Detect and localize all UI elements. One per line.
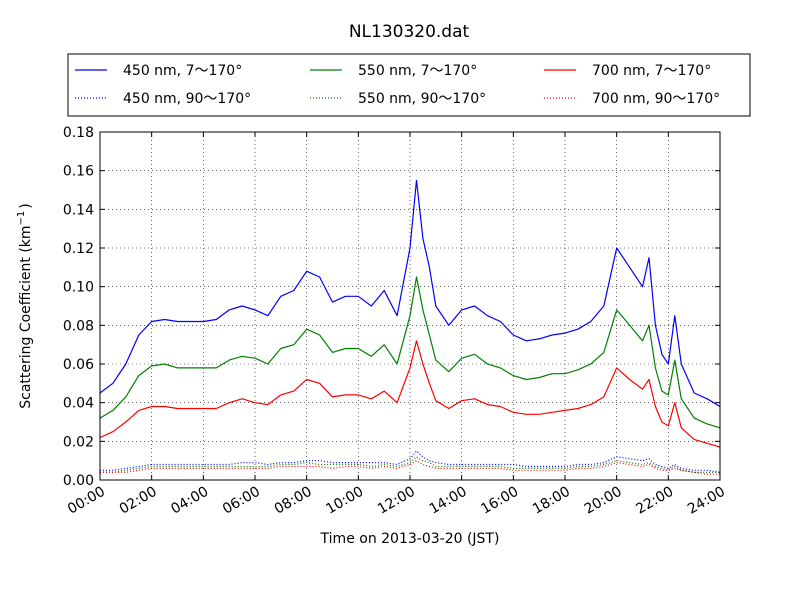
series-line-2 — [99, 340, 721, 448]
axis-ticks — [99, 131, 721, 481]
legend-label: 550 nm, 7～170° — [358, 63, 477, 79]
x-tick-label: 14:00 — [427, 484, 470, 518]
legend-label: 450 nm, 90～170° — [123, 91, 251, 107]
y-tick-label: 0.10 — [63, 280, 94, 296]
series-line-0 — [99, 179, 721, 408]
y-tick-label: 0.14 — [63, 202, 94, 218]
x-tick-label: 24:00 — [685, 484, 728, 518]
series-line-1 — [99, 276, 721, 429]
plot-area — [99, 131, 721, 481]
y-axis-tick-labels: 0.00 0.02 0.04 0.06 0.08 0.10 0.12 0.14 0.16 0.18 — [63, 125, 94, 489]
x-tick-label: 02:00 — [117, 484, 160, 518]
x-tick-label: 18:00 — [530, 484, 573, 518]
y-tick-label: 0.04 — [63, 396, 94, 412]
legend-label: 450 nm, 7～170° — [123, 63, 242, 79]
legend-label: 700 nm, 7～170° — [592, 63, 711, 79]
y-axis-title-close: ) — [18, 203, 34, 208]
y-axis-title: Scattering Coefficient (km−1) — [16, 203, 34, 409]
x-axis-title: Time on 2013-03-20 (JST) — [320, 531, 500, 547]
x-tick-label: 10:00 — [323, 484, 366, 518]
x-tick-label: 22:00 — [633, 484, 676, 518]
plot-background — [100, 132, 720, 480]
y-tick-label: 0.00 — [63, 473, 94, 489]
series-line-5 — [100, 460, 720, 475]
x-axis-tick-labels: 00:00 02:00 04:00 06:00 08:00 10:00 12:00 14:00… — [65, 484, 728, 518]
legend-box — [67, 53, 751, 117]
y-tick-label: 0.02 — [63, 434, 94, 450]
x-tick-label: 20:00 — [582, 484, 625, 518]
x-tick-label: 08:00 — [272, 484, 315, 518]
chart-title: NL130320.dat — [349, 22, 470, 42]
x-tick-label: 06:00 — [220, 484, 263, 518]
series-line-4 — [100, 456, 720, 473]
series-line-3 — [100, 450, 721, 473]
y-tick-label: 0.08 — [63, 318, 94, 334]
y-tick-label: 0.18 — [63, 125, 94, 141]
legend-label: 550 nm, 90～170° — [358, 91, 486, 107]
legend-label: 700 nm, 90～170° — [592, 91, 720, 107]
x-tick-label: 04:00 — [168, 484, 211, 518]
series-layer — [99, 179, 721, 475]
legend: 450 nm, 7～170° 550 nm, 7～170° 700 nm, 7～17… — [67, 53, 751, 117]
x-tick-label: 16:00 — [478, 484, 521, 518]
y-tick-label: 0.06 — [63, 357, 94, 373]
y-axis-title-sup: −1 — [16, 211, 27, 226]
y-axis-title-main: Scattering Coefficient (km — [18, 225, 34, 408]
y-tick-label: 0.12 — [63, 241, 94, 257]
x-tick-label: 12:00 — [375, 484, 418, 518]
y-tick-label: 0.16 — [63, 164, 94, 180]
